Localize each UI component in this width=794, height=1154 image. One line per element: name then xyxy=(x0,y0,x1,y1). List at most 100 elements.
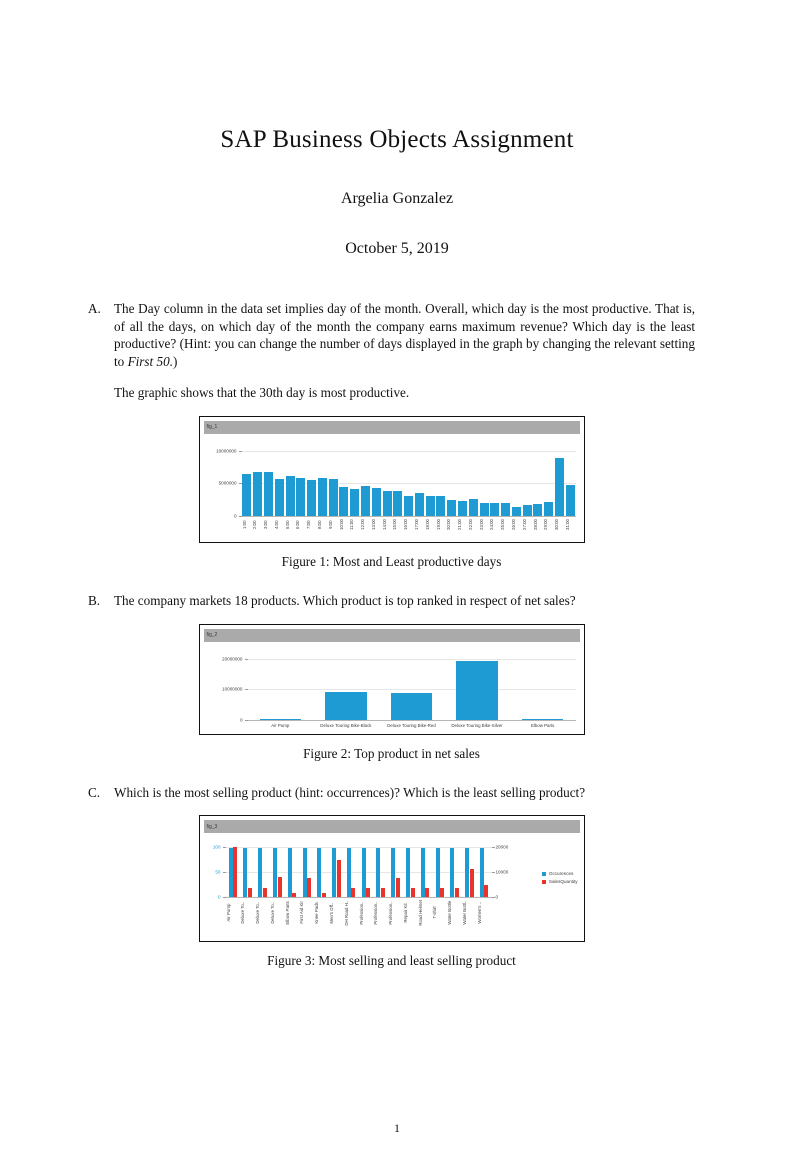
chart-xtick-label: 4:00 xyxy=(273,520,279,529)
chart-xtick-label: 14:00 xyxy=(381,518,387,530)
chart-bar[interactable] xyxy=(259,718,302,720)
chart-bar-salesquantity[interactable] xyxy=(292,893,297,898)
chart-bar-salesquantity[interactable] xyxy=(307,877,312,898)
chart-bar-salesquantity[interactable] xyxy=(440,888,445,898)
chart-bar[interactable] xyxy=(436,496,446,516)
chart-bar-occurences[interactable] xyxy=(302,848,307,898)
chart-bar[interactable] xyxy=(328,479,338,516)
chart-ytick-label: 0 xyxy=(239,717,243,723)
chart-bar[interactable] xyxy=(390,693,433,720)
chart-bar-salesquantity[interactable] xyxy=(425,888,430,898)
chart-bar-occurences[interactable] xyxy=(391,848,396,898)
chart-frame-3[interactable]: fig_3 0 50 100 0 10000 20000 Air Pump Deluxe To… xyxy=(198,815,585,943)
chart-bar-salesquantity[interactable] xyxy=(366,887,371,898)
chart-bar-salesquantity[interactable] xyxy=(484,885,489,898)
chart-xtick-label: 23:00 xyxy=(478,518,484,530)
chart-bar[interactable] xyxy=(479,502,489,516)
chart-bar[interactable] xyxy=(425,496,435,516)
chart-bar[interactable] xyxy=(263,471,273,516)
question-list: A. The Day column in the data set implie… xyxy=(88,300,695,969)
chart-bar-salesquantity[interactable] xyxy=(233,847,238,898)
chart-xtick-label: 26:00 xyxy=(511,518,517,530)
chart-bar-occurences[interactable] xyxy=(332,848,337,898)
chart-bar-salesquantity[interactable] xyxy=(277,876,282,898)
chart-bar[interactable] xyxy=(404,496,414,516)
chart-bar-occurences[interactable] xyxy=(405,848,410,898)
chart-bar[interactable] xyxy=(511,506,521,516)
chart-bar-occurences[interactable] xyxy=(435,848,440,898)
chart-bar-occurences[interactable] xyxy=(361,848,366,898)
chart-xtick-label: 15:00 xyxy=(392,518,398,530)
chart-bar-salesquantity[interactable] xyxy=(469,869,474,898)
chart-bar-occurences[interactable] xyxy=(420,848,425,898)
chart-bar[interactable] xyxy=(274,478,284,516)
chart-bar[interactable] xyxy=(522,504,532,516)
chart-bar[interactable] xyxy=(458,501,468,516)
chart-ytick-label: 5000000 xyxy=(218,480,237,486)
chart-xtick-label: Knee Pads xyxy=(314,902,320,924)
chart-bar[interactable] xyxy=(393,491,403,516)
figure-1-caption: Figure 1: Most and Least productive days xyxy=(281,553,502,569)
chart-xtick-label: 25:00 xyxy=(500,518,506,530)
chart-bar[interactable] xyxy=(253,471,263,516)
chart-bar[interactable] xyxy=(555,457,565,516)
chart-xtick-label: 27:00 xyxy=(521,518,527,530)
chart-bar-occurences[interactable] xyxy=(243,848,248,898)
chart-legend: Occurences SalesQuantity xyxy=(541,871,578,884)
chart-bar[interactable] xyxy=(501,503,511,516)
chart-bar[interactable] xyxy=(296,478,306,516)
chart-bar-occurences[interactable] xyxy=(376,848,381,898)
chart-bar-occurences[interactable] xyxy=(317,848,322,898)
chart-bar-salesquantity[interactable] xyxy=(410,888,415,898)
chart-bar-occurences[interactable] xyxy=(272,848,277,898)
chart-bar[interactable] xyxy=(339,486,349,516)
chart-xtick-label: 17:00 xyxy=(414,518,419,530)
list-item-c: C. Which is the most selling product (hi… xyxy=(88,784,695,802)
chart-bar-salesquantity[interactable] xyxy=(351,887,356,898)
chart-bar[interactable] xyxy=(414,493,424,516)
chart-bar[interactable] xyxy=(242,473,252,516)
chart-bar-occurences[interactable] xyxy=(258,848,263,898)
legend-swatch-icon xyxy=(541,879,546,884)
chart-bar-occurences[interactable] xyxy=(450,848,455,898)
chart-bar[interactable] xyxy=(325,692,367,720)
chart-bar-salesquantity[interactable] xyxy=(321,893,326,898)
chart-bar[interactable] xyxy=(533,503,543,516)
chart-xtick-label: Elbow Parts xyxy=(284,901,290,925)
chart-bar[interactable] xyxy=(285,476,295,516)
chart-bar[interactable] xyxy=(447,499,457,516)
chart-xtick-label: Water Bottle xyxy=(447,900,453,925)
chart-1-title-text: fig_1 xyxy=(206,424,218,431)
chart-xtick-label: DH Road H.. xyxy=(343,900,349,926)
chart-bar[interactable] xyxy=(350,488,360,516)
chart-bar-salesquantity[interactable] xyxy=(262,888,267,898)
chart-bar-occurences[interactable] xyxy=(465,848,470,898)
chart-bar[interactable] xyxy=(371,488,381,516)
chart-xtick-label: Profession.. xyxy=(358,901,364,925)
chart-bar[interactable] xyxy=(382,491,392,516)
chart-bar-salesquantity[interactable] xyxy=(395,877,400,898)
chart-bar-salesquantity[interactable] xyxy=(454,888,459,898)
chart-frame-2[interactable]: fig_2 0 10000000 20000000 Air Pump Deluxe To… xyxy=(198,623,585,735)
chart-bar-occurences[interactable] xyxy=(287,848,292,898)
legend-item[interactable]: Occurences xyxy=(541,871,578,876)
chart-bar[interactable] xyxy=(544,501,554,516)
chart-bar-salesquantity[interactable] xyxy=(247,888,252,898)
item-a-text-after: ) xyxy=(173,353,178,369)
chart-bar-salesquantity[interactable] xyxy=(381,887,385,898)
chart-bar[interactable] xyxy=(468,499,478,516)
chart-xtick-label: Repair Kit xyxy=(402,903,408,923)
chart-bar-occurences[interactable] xyxy=(228,848,233,898)
chart-bar[interactable] xyxy=(317,477,327,516)
chart-bar[interactable] xyxy=(307,480,317,516)
chart-bar[interactable] xyxy=(565,485,575,516)
chart-bar-occurences[interactable] xyxy=(479,848,484,898)
chart-bar-salesquantity[interactable] xyxy=(336,860,341,898)
chart-bar[interactable] xyxy=(360,485,370,516)
chart-bar[interactable] xyxy=(521,718,564,720)
legend-item[interactable]: SalesQuantity xyxy=(541,879,578,884)
chart-bar-occurences[interactable] xyxy=(346,848,351,898)
chart-frame-1[interactable]: fig_1 0 5000000 10000000 1:00 2:00 3:00 4:00 5:… xyxy=(198,415,585,543)
chart-bar[interactable] xyxy=(456,660,498,720)
chart-bar[interactable] xyxy=(490,502,500,516)
